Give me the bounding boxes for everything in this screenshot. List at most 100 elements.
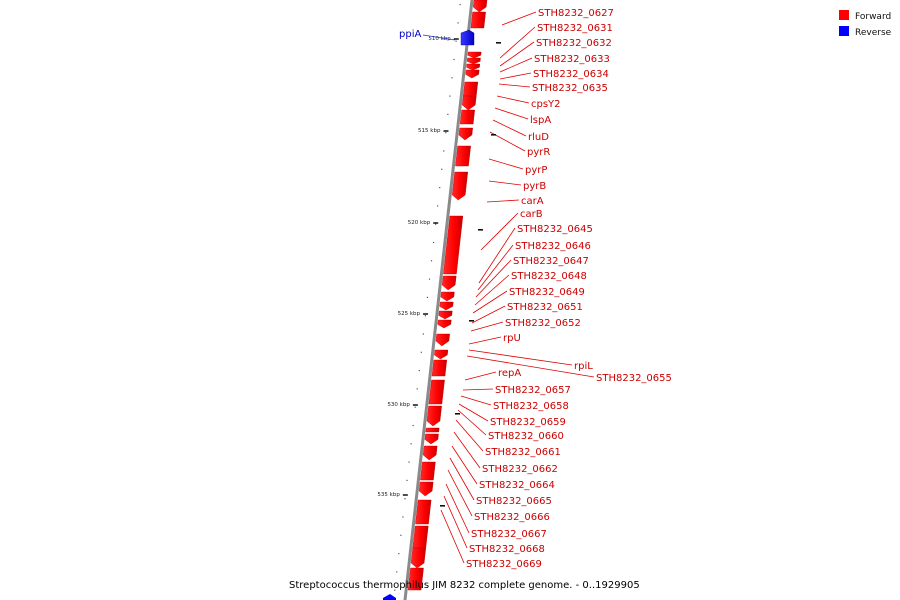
gene-label-rpu[interactable]: rpU <box>503 333 521 344</box>
ruler-minor-tick <box>418 370 420 372</box>
gene-forward[interactable] <box>452 171 469 201</box>
gene-forward[interactable] <box>422 445 438 461</box>
gene-label-cara[interactable]: carA <box>521 196 544 207</box>
gene-label-sth8232-0631[interactable]: STH8232_0631 <box>537 23 613 34</box>
gene-forward[interactable] <box>426 405 442 427</box>
gene-forward[interactable] <box>410 547 427 569</box>
gene-label-pyrp[interactable]: pyrP <box>525 165 547 176</box>
gene-forward[interactable] <box>458 127 473 141</box>
gene-forward[interactable] <box>420 461 436 481</box>
gene-label-rpil[interactable]: rpiL <box>574 361 593 372</box>
gene-label-sth8232-0627[interactable]: STH8232_0627 <box>538 8 614 19</box>
ruler-minor-tick <box>445 132 447 134</box>
gene-label-sth8232-0668[interactable]: STH8232_0668 <box>469 544 545 555</box>
gene-label-sth8232-0655[interactable]: STH8232_0655 <box>596 373 672 384</box>
gene-forward[interactable] <box>467 51 482 59</box>
gene-label-sth8232-0652[interactable]: STH8232_0652 <box>505 318 581 329</box>
gene-label-sth8232-0646[interactable]: STH8232_0646 <box>515 241 591 252</box>
genome-backbone <box>403 0 474 600</box>
gene-forward[interactable] <box>424 433 439 445</box>
label-leader-line <box>451 445 478 485</box>
gene-label-sth8232-0633[interactable]: STH8232_0633 <box>534 54 610 65</box>
label-leader-line <box>447 469 473 517</box>
gene-forward[interactable] <box>463 81 479 97</box>
feature-marker <box>491 134 496 136</box>
label-leader-line <box>496 95 530 104</box>
ruler-tick-label: 515 kbp <box>418 128 441 134</box>
label-leader-line <box>468 336 502 345</box>
gene-label-sth8232-0658[interactable]: STH8232_0658 <box>493 401 569 412</box>
gene-forward[interactable] <box>466 57 481 65</box>
gene-label-sth8232-0651[interactable]: STH8232_0651 <box>507 302 583 313</box>
gene-label-sth8232-0661[interactable]: STH8232_0661 <box>485 447 561 458</box>
gene-label-sth8232-0664[interactable]: STH8232_0664 <box>479 480 555 491</box>
legend-item-reverse[interactable]: Reverse <box>839 26 892 38</box>
gene-label-carb[interactable]: carB <box>520 209 543 220</box>
label-leader-line <box>462 388 494 391</box>
ruler-minor-tick <box>410 443 412 445</box>
ruler-minor-tick <box>451 77 453 79</box>
gene-label-ppia[interactable]: ppiA <box>399 29 421 40</box>
gene-forward[interactable] <box>459 109 475 125</box>
gene-label-sth8232-0659[interactable]: STH8232_0659 <box>490 417 566 428</box>
legend-item-forward[interactable]: Forward <box>839 10 891 22</box>
gene-forward[interactable] <box>412 525 429 549</box>
label-leader-line <box>457 409 487 436</box>
gene-forward[interactable] <box>465 69 480 79</box>
gene-label-lspa[interactable]: lspA <box>530 115 551 126</box>
gene-label-sth8232-0648[interactable]: STH8232_0648 <box>511 271 587 282</box>
gene-forward[interactable] <box>470 11 486 29</box>
gene-label-sth8232-0634[interactable]: STH8232_0634 <box>533 69 609 80</box>
gene-forward[interactable] <box>438 310 453 320</box>
gene-reverse[interactable] <box>460 29 475 46</box>
gene-label-sth8232-0665[interactable]: STH8232_0665 <box>476 496 552 507</box>
gene-forward[interactable] <box>455 145 471 167</box>
label-leader-line <box>499 72 532 80</box>
gene-forward[interactable] <box>415 499 432 525</box>
ruler-tick-label: 535 kbp <box>377 492 400 498</box>
gene-forward[interactable] <box>473 0 488 13</box>
ruler-tick-label: 525 kbp <box>398 311 421 317</box>
gene-forward[interactable] <box>437 319 452 329</box>
gene-forward[interactable] <box>434 349 449 360</box>
gene-label-pyrr[interactable]: pyrR <box>527 147 550 158</box>
gene-forward[interactable] <box>425 427 440 433</box>
ruler-minor-tick <box>408 461 410 463</box>
gene-label-sth8232-0647[interactable]: STH8232_0647 <box>513 256 589 267</box>
gene-forward[interactable] <box>439 301 454 311</box>
gene-label-sth8232-0666[interactable]: STH8232_0666 <box>474 512 550 523</box>
gene-forward[interactable] <box>428 379 445 405</box>
label-leader-line <box>443 495 468 549</box>
gene-label-pyrb[interactable]: pyrB <box>523 181 546 192</box>
gene-label-sth8232-0649[interactable]: STH8232_0649 <box>509 287 585 298</box>
gene-label-sth8232-0667[interactable]: STH8232_0667 <box>471 529 547 540</box>
gene-forward[interactable] <box>435 333 450 347</box>
gene-forward[interactable] <box>466 63 481 71</box>
ruler-minor-tick <box>424 315 427 317</box>
gene-label-cpsy2[interactable]: cpsY2 <box>531 99 561 110</box>
gene-reverse[interactable] <box>383 594 396 600</box>
gene-forward[interactable] <box>431 359 448 377</box>
label-leader-line <box>486 199 520 203</box>
gene-label-sth8232-0662[interactable]: STH8232_0662 <box>482 464 558 475</box>
gene-label-sth8232-0669[interactable]: STH8232_0669 <box>466 559 542 570</box>
gene-forward[interactable] <box>418 481 434 497</box>
gene-label-sth8232-0657[interactable]: STH8232_0657 <box>495 385 571 396</box>
gene-label-sth8232-0632[interactable]: STH8232_0632 <box>536 38 612 49</box>
label-leader-line <box>464 371 497 381</box>
gene-forward[interactable] <box>440 291 455 302</box>
gene-label-sth8232-0660[interactable]: STH8232_0660 <box>488 431 564 442</box>
gene-forward[interactable] <box>407 567 424 591</box>
gene-forward[interactable] <box>441 275 457 291</box>
feature-marker <box>440 505 445 507</box>
gene-forward[interactable] <box>443 215 464 275</box>
label-leader-line <box>470 321 504 332</box>
label-leader-line <box>472 290 508 314</box>
gene-label-repa[interactable]: repA <box>498 368 521 379</box>
gene-forward[interactable] <box>462 95 477 111</box>
ruler-minor-tick <box>412 424 414 427</box>
ruler-minor-tick <box>455 40 457 42</box>
gene-label-sth8232-0645[interactable]: STH8232_0645 <box>517 224 593 235</box>
gene-label-sth8232-0635[interactable]: STH8232_0635 <box>532 83 608 94</box>
gene-label-rlud[interactable]: rluD <box>528 132 549 143</box>
